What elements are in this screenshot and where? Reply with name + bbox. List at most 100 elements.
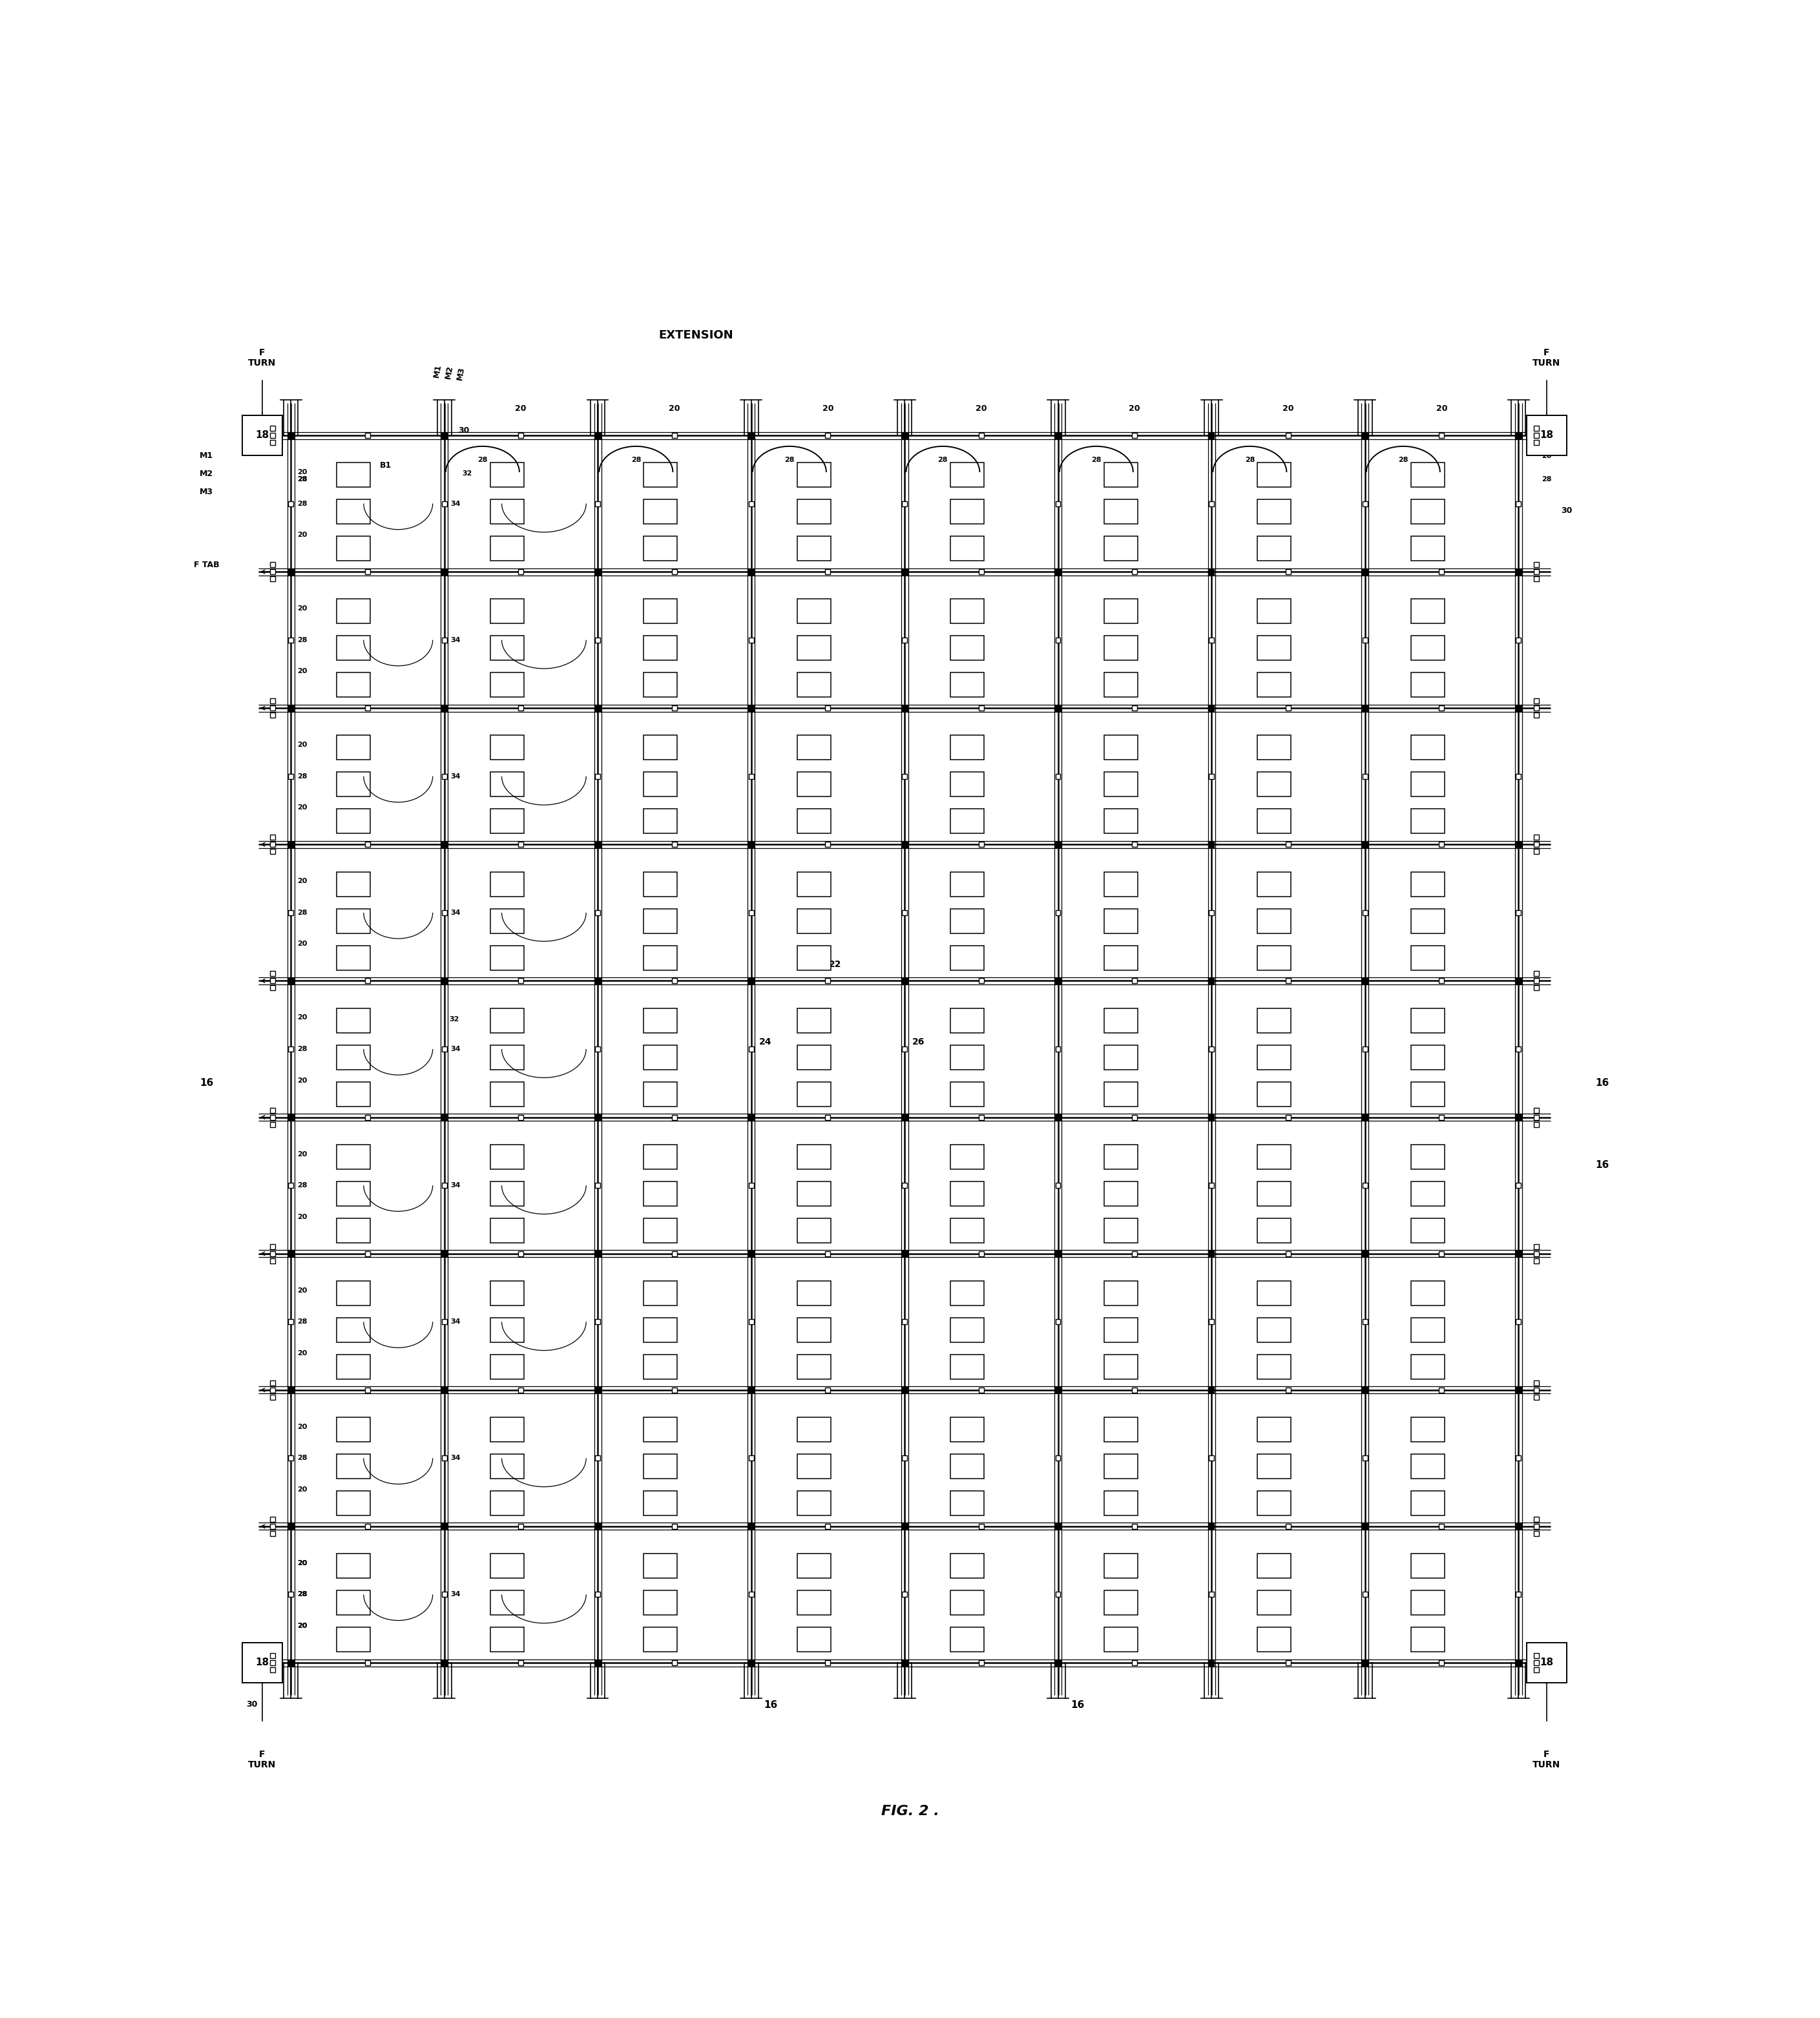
Text: 28: 28 xyxy=(1245,456,1254,464)
Bar xyxy=(824,842,830,848)
Bar xyxy=(1258,1491,1290,1516)
Bar xyxy=(1361,1661,1369,1665)
Text: 20: 20 xyxy=(297,1622,308,1629)
Bar xyxy=(1105,908,1138,932)
Bar xyxy=(490,1219,524,1243)
Bar xyxy=(950,1181,985,1207)
Bar xyxy=(288,842,293,848)
Bar xyxy=(1208,1386,1214,1392)
Bar xyxy=(644,636,677,660)
Bar xyxy=(644,1554,677,1578)
Bar xyxy=(490,1181,524,1207)
Bar xyxy=(748,1047,753,1051)
Bar xyxy=(1534,1108,1540,1112)
Bar xyxy=(364,432,369,438)
Bar xyxy=(797,1417,830,1441)
Bar xyxy=(1105,1590,1138,1614)
Bar xyxy=(269,985,275,991)
Bar xyxy=(797,773,830,797)
Bar xyxy=(269,1114,275,1120)
Bar xyxy=(595,1320,601,1324)
Bar xyxy=(644,1590,677,1614)
Bar xyxy=(1411,908,1445,932)
Text: 20: 20 xyxy=(297,940,308,946)
Bar xyxy=(1534,850,1540,854)
Text: 28: 28 xyxy=(477,456,488,464)
Bar xyxy=(1411,599,1445,624)
Bar xyxy=(950,1455,985,1479)
Bar xyxy=(1105,537,1138,561)
Bar xyxy=(1411,672,1445,696)
Bar xyxy=(824,569,830,575)
Bar xyxy=(337,944,369,971)
Bar xyxy=(644,773,677,797)
Bar xyxy=(288,500,293,507)
Bar xyxy=(1361,910,1367,916)
Bar xyxy=(1132,1114,1138,1120)
Text: B1: B1 xyxy=(380,462,391,470)
Bar xyxy=(364,1251,369,1255)
Bar xyxy=(1411,537,1445,561)
Bar xyxy=(1516,1114,1522,1120)
Bar xyxy=(950,1491,985,1516)
Bar xyxy=(1208,773,1214,779)
Bar xyxy=(490,1590,524,1614)
Bar xyxy=(364,1114,369,1120)
Bar xyxy=(337,1281,369,1306)
Text: 16: 16 xyxy=(1596,1078,1609,1088)
Bar xyxy=(950,809,985,833)
Text: 16: 16 xyxy=(1596,1160,1609,1170)
Bar xyxy=(288,1251,293,1257)
Bar xyxy=(824,1114,830,1120)
Bar xyxy=(490,500,524,525)
Bar xyxy=(1534,835,1540,839)
Bar xyxy=(595,638,601,642)
Bar xyxy=(1440,1388,1443,1392)
Bar xyxy=(644,1627,677,1653)
Bar xyxy=(288,1455,293,1461)
Text: F
TURN: F TURN xyxy=(248,1750,277,1770)
Bar xyxy=(288,1114,293,1120)
Bar xyxy=(595,432,601,438)
Bar xyxy=(672,1524,677,1530)
Bar xyxy=(1361,1320,1367,1324)
Bar xyxy=(672,1388,677,1392)
Bar xyxy=(1208,1047,1214,1051)
Bar xyxy=(1056,500,1061,507)
Bar xyxy=(1056,569,1061,575)
Bar xyxy=(1056,979,1061,983)
Bar xyxy=(1105,735,1138,761)
Text: 28: 28 xyxy=(297,1592,308,1598)
Bar xyxy=(1285,1114,1290,1120)
Bar xyxy=(269,1257,275,1263)
Bar xyxy=(1516,910,1522,916)
Bar xyxy=(442,773,446,779)
Bar xyxy=(1285,569,1290,575)
Bar xyxy=(490,1554,524,1578)
Bar xyxy=(337,773,369,797)
Bar xyxy=(979,706,985,710)
Bar xyxy=(797,1281,830,1306)
Bar xyxy=(901,1114,908,1120)
Bar xyxy=(1258,1045,1290,1070)
Text: 16: 16 xyxy=(764,1699,777,1709)
Bar xyxy=(1440,842,1443,848)
Bar xyxy=(288,1047,293,1051)
Bar xyxy=(1411,1045,1445,1070)
Bar xyxy=(1132,569,1138,575)
Bar xyxy=(950,1219,985,1243)
Bar xyxy=(595,1183,601,1189)
Text: 34: 34 xyxy=(451,1183,460,1189)
Bar xyxy=(1132,979,1138,983)
Bar xyxy=(797,1354,830,1378)
Bar xyxy=(440,1251,448,1257)
Bar xyxy=(644,1144,677,1168)
Bar xyxy=(979,432,985,438)
Bar xyxy=(1208,910,1214,916)
Bar xyxy=(1361,773,1367,779)
Bar xyxy=(288,910,293,916)
Bar xyxy=(1285,979,1290,983)
Bar xyxy=(490,1045,524,1070)
Bar xyxy=(519,1251,524,1255)
Bar xyxy=(797,1219,830,1243)
